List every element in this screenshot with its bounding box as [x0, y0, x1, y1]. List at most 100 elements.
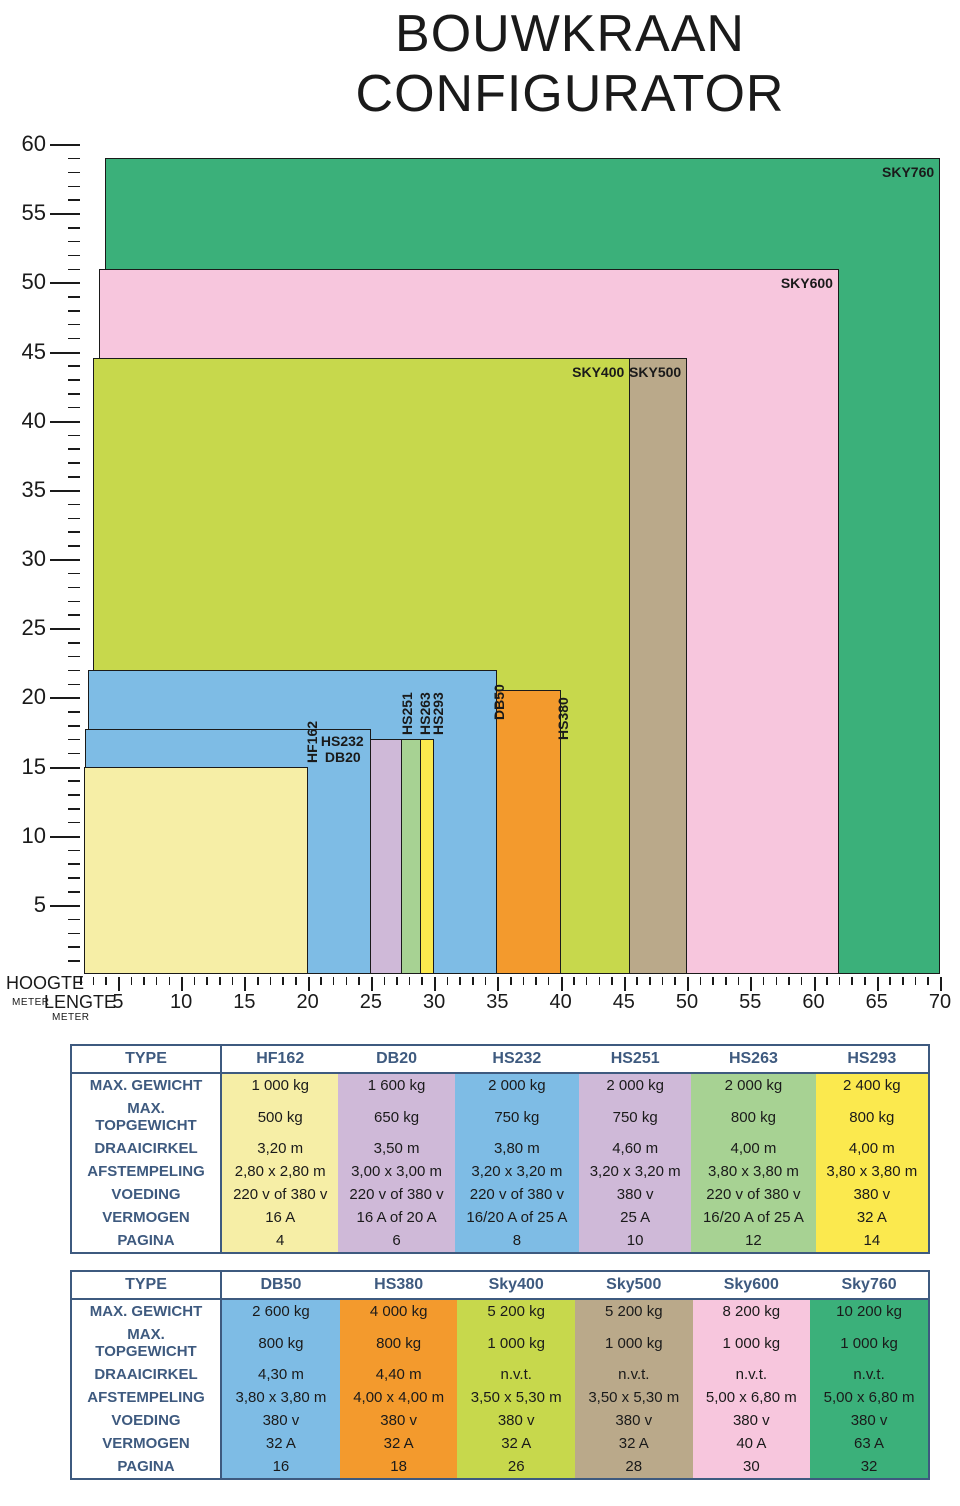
cell: 1 000 kg	[693, 1323, 811, 1363]
crane-label-sky400: SKY400	[572, 364, 624, 380]
y-tick-label: 60	[22, 131, 46, 157]
y-tick-label: 20	[22, 684, 46, 710]
cell: 5 200 kg	[457, 1299, 575, 1323]
cell: 3,20 x 3,20 m	[579, 1160, 691, 1183]
cell: 16 A	[221, 1206, 338, 1229]
x-tick-label: 70	[929, 991, 951, 1014]
y-tick-label: 55	[22, 200, 46, 226]
crane-label-hs263: HS263	[417, 692, 433, 735]
crane-label-hs380: HS380	[555, 698, 571, 741]
cell: 380 v	[816, 1183, 929, 1206]
row-header: VERMOGEN	[71, 1432, 221, 1455]
cell: 1 000 kg	[221, 1073, 338, 1097]
table-row: PAGINA161826283032	[71, 1455, 929, 1479]
row-header: VOEDING	[71, 1409, 221, 1432]
cell: 800 kg	[221, 1323, 340, 1363]
table-row: VERMOGEN32 A32 A32 A32 A40 A63 A	[71, 1432, 929, 1455]
cell: 5,00 x 6,80 m	[810, 1386, 929, 1409]
row-header: DRAAICIRKEL	[71, 1363, 221, 1386]
cell: 5,00 x 6,80 m	[693, 1386, 811, 1409]
cell: n.v.t.	[693, 1363, 811, 1386]
x-tick-label: 30	[423, 991, 445, 1014]
x-tick-label: 10	[170, 991, 192, 1014]
x-tick-label: 50	[676, 991, 698, 1014]
crane-label-db20: DB20	[325, 749, 361, 765]
x-tick-label: 60	[802, 991, 824, 1014]
col-header-type: TYPE	[71, 1045, 221, 1073]
cell: 4 000 kg	[340, 1299, 458, 1323]
cell: 1 000 kg	[575, 1323, 693, 1363]
cell: 3,50 x 5,30 m	[575, 1386, 693, 1409]
col-header-sky600: Sky600	[693, 1271, 811, 1299]
crane-chart: 51015202530354045505560 SKY760SKY600SKY5…	[0, 124, 960, 1034]
cell: 16	[221, 1455, 340, 1479]
x-tick-label: 20	[297, 991, 319, 1014]
crane-label-hf162: HF162	[304, 720, 320, 762]
cell: 16/20 A of 25 A	[691, 1206, 815, 1229]
table-row: VOEDING220 v of 380 v220 v of 380 v220 v…	[71, 1183, 929, 1206]
cell: 220 v of 380 v	[221, 1183, 338, 1206]
cell: 2 600 kg	[221, 1299, 340, 1323]
cell: 4,40 m	[340, 1363, 458, 1386]
y-axis-label: HOOGTE	[6, 973, 84, 994]
cell: 40 A	[693, 1432, 811, 1455]
col-header-hs251: HS251	[579, 1045, 691, 1073]
cell: 32	[810, 1455, 929, 1479]
cell: 32 A	[221, 1432, 340, 1455]
y-tick-label: 5	[34, 892, 46, 918]
cell: 3,50 m	[338, 1137, 454, 1160]
row-header: MAX. GEWICHT	[71, 1299, 221, 1323]
cell: 500 kg	[221, 1097, 338, 1137]
table-row: MAX. GEWICHT1 000 kg1 600 kg2 000 kg2 00…	[71, 1073, 929, 1097]
col-header-db20: DB20	[338, 1045, 454, 1073]
cell: 18	[340, 1455, 458, 1479]
table-row: AFSTEMPELING3,80 x 3,80 m4,00 x 4,00 m3,…	[71, 1386, 929, 1409]
y-axis: 51015202530354045505560	[30, 144, 80, 974]
page-title: BOUWKRAAN CONFIGURATOR	[0, 0, 960, 124]
cell: 800 kg	[816, 1097, 929, 1137]
cell: 10 200 kg	[810, 1299, 929, 1323]
cell: 8	[455, 1229, 579, 1253]
cell: 2 400 kg	[816, 1073, 929, 1097]
y-tick-label: 10	[22, 823, 46, 849]
x-tick-label: 15	[233, 991, 255, 1014]
cell: n.v.t.	[575, 1363, 693, 1386]
x-tick-label: 40	[549, 991, 571, 1014]
y-tick-label: 45	[22, 339, 46, 365]
col-header-sky760: Sky760	[810, 1271, 929, 1299]
cell: 3,00 x 3,00 m	[338, 1160, 454, 1183]
cell: 220 v of 380 v	[338, 1183, 454, 1206]
cell: 380 v	[221, 1409, 340, 1432]
cell: n.v.t.	[457, 1363, 575, 1386]
x-tick-label: 45	[613, 991, 635, 1014]
cell: 3,20 m	[221, 1137, 338, 1160]
cell: 1 600 kg	[338, 1073, 454, 1097]
table-row: DRAAICIRKEL4,30 m4,40 mn.v.t.n.v.t.n.v.t…	[71, 1363, 929, 1386]
y-tick-label: 30	[22, 546, 46, 572]
cell: 25 A	[579, 1206, 691, 1229]
cell: 380 v	[579, 1183, 691, 1206]
table-row: MAX. GEWICHT2 600 kg4 000 kg5 200 kg5 20…	[71, 1299, 929, 1323]
x-axis-label: LENGTE	[44, 992, 116, 1013]
cell: 750 kg	[455, 1097, 579, 1137]
cell: 380 v	[810, 1409, 929, 1432]
cell: 26	[457, 1455, 575, 1479]
cell: 220 v of 380 v	[691, 1183, 815, 1206]
cell: 12	[691, 1229, 815, 1253]
x-tick-label: 55	[739, 991, 761, 1014]
row-header: VERMOGEN	[71, 1206, 221, 1229]
table-row: AFSTEMPELING2,80 x 2,80 m3,00 x 3,00 m3,…	[71, 1160, 929, 1183]
spec-tables: TYPEHF162DB20HS232HS251HS263HS293MAX. GE…	[0, 1034, 960, 1506]
table-row: MAX. TOPGEWICHT500 kg650 kg750 kg750 kg8…	[71, 1097, 929, 1137]
cell: 32 A	[340, 1432, 458, 1455]
cell: 3,20 x 3,20 m	[455, 1160, 579, 1183]
y-tick-label: 40	[22, 408, 46, 434]
cell: 10	[579, 1229, 691, 1253]
cell: 380 v	[340, 1409, 458, 1432]
col-header-hs232: HS232	[455, 1045, 579, 1073]
cell: n.v.t.	[810, 1363, 929, 1386]
cell: 14	[816, 1229, 929, 1253]
cell: 800 kg	[691, 1097, 815, 1137]
cell: 3,80 x 3,80 m	[816, 1160, 929, 1183]
cell: 220 v of 380 v	[455, 1183, 579, 1206]
